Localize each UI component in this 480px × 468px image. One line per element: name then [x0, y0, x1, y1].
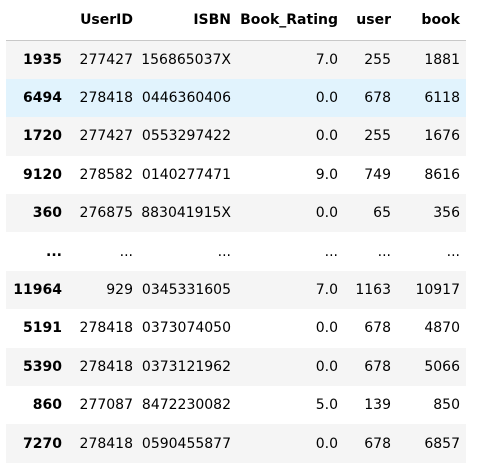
cell-userid: 276875	[79, 205, 133, 222]
cell-userid: ...	[119, 243, 133, 260]
cell-user: 255	[364, 128, 391, 145]
cell-userid: 277087	[79, 397, 133, 414]
cell-user: 678	[364, 320, 391, 337]
column-header-userid: UserID	[68, 0, 139, 41]
cell-isbn: 0140277471	[141, 166, 231, 183]
row-index: 1935	[23, 51, 62, 68]
dataframe-table: UserID ISBN Book_Rating user book 1935 27…	[6, 0, 466, 463]
row-index: 360	[32, 205, 62, 222]
table-body: 1935 277427 156865037X 7.0 255 1881 6494 278418…	[6, 40, 466, 463]
cell-book-rating: 0.0	[315, 205, 338, 222]
cell-userid: 277427	[79, 51, 133, 68]
cell-user: 139	[364, 397, 391, 414]
cell-isbn: ...	[217, 243, 231, 260]
cell-book-rating: 0.0	[315, 90, 338, 107]
row-index: ...	[46, 243, 62, 260]
cell-book-rating: 7.0	[315, 282, 338, 299]
cell-user: 749	[364, 166, 391, 183]
cell-userid: 278582	[79, 166, 133, 183]
cell-book: 850	[433, 397, 460, 414]
cell-isbn: 8472230082	[141, 397, 231, 414]
row-index: 1720	[23, 128, 62, 145]
cell-book: 6857	[424, 435, 460, 452]
cell-user: ...	[377, 243, 391, 260]
table-row: 860 277087 8472230082 5.0 139 850	[6, 386, 466, 424]
cell-book: ...	[446, 243, 460, 260]
cell-book: 6118	[424, 90, 460, 107]
table-row: 5390 278418 0373121962 0.0 678 5066	[6, 347, 466, 387]
cell-user: 678	[364, 90, 391, 107]
table-row: 1935 277427 156865037X 7.0 255 1881	[6, 40, 466, 79]
cell-book-rating: ...	[324, 243, 338, 260]
cell-book: 1676	[424, 128, 460, 145]
cell-book: 10917	[415, 282, 460, 299]
cell-book-rating: 0.0	[315, 435, 338, 452]
cell-isbn: 0373074050	[141, 320, 231, 337]
row-index: 7270	[23, 435, 62, 452]
cell-user: 255	[364, 51, 391, 68]
cell-user: 678	[364, 358, 391, 375]
column-header-book-rating: Book_Rating	[237, 0, 344, 41]
table-row: 6494 278418 0446360406 0.0 678 6118	[6, 78, 466, 118]
row-index: 860	[32, 397, 62, 414]
cell-isbn: 0553297422	[141, 128, 231, 145]
cell-userid: 277427	[79, 128, 133, 145]
cell-isbn: 156865037X	[141, 51, 231, 68]
column-header-index	[6, 0, 68, 41]
column-header-user: user	[344, 0, 397, 41]
cell-isbn: 883041915X	[141, 205, 231, 222]
column-header-book: book	[397, 0, 466, 41]
cell-book-rating: 0.0	[315, 358, 338, 375]
dataframe-output: UserID ISBN Book_Rating user book 1935 27…	[6, 0, 466, 463]
cell-user: 1163	[355, 282, 391, 299]
cell-user: 65	[373, 205, 391, 222]
table-row: 1720 277427 0553297422 0.0 255 1676	[6, 117, 466, 156]
cell-book: 5066	[424, 358, 460, 375]
row-index: 6494	[23, 90, 62, 107]
cell-isbn: 0373121962	[141, 358, 231, 375]
header-row: UserID ISBN Book_Rating user book	[6, 0, 466, 41]
row-index: 5191	[23, 320, 62, 337]
cell-book: 356	[433, 205, 460, 222]
cell-book-rating: 0.0	[315, 128, 338, 145]
table-row: 11964 929 0345331605 7.0 1163 10917	[6, 270, 466, 310]
cell-book-rating: 7.0	[315, 51, 338, 68]
table-row: 7270 278418 0590455877 0.0 678 6857	[6, 424, 466, 463]
cell-book-rating: 0.0	[315, 320, 338, 337]
table-row: 9120 278582 0140277471 9.0 749 8616	[6, 156, 466, 194]
cell-book-rating: 9.0	[315, 166, 338, 183]
cell-book: 1881	[424, 51, 460, 68]
cell-user: 678	[364, 435, 391, 452]
cell-isbn: 0345331605	[141, 282, 231, 299]
row-index: 11964	[13, 282, 62, 299]
cell-userid: 278418	[79, 358, 133, 375]
cell-isbn: 0446360406	[141, 90, 231, 107]
table-row: ..................	[6, 232, 466, 270]
table-row: 360 276875 883041915X 0.0 65 356	[6, 194, 466, 233]
table-row: 5191 278418 0373074050 0.0 678 4870	[6, 309, 466, 347]
row-index: 5390	[23, 358, 62, 375]
cell-isbn: 0590455877	[141, 435, 231, 452]
cell-userid: 278418	[79, 435, 133, 452]
column-header-isbn: ISBN	[139, 0, 237, 41]
cell-book: 8616	[424, 166, 460, 183]
cell-userid: 278418	[79, 320, 133, 337]
row-index: 9120	[23, 166, 62, 183]
cell-userid: 929	[106, 282, 133, 299]
cell-book-rating: 5.0	[315, 397, 338, 414]
cell-book: 4870	[424, 320, 460, 337]
cell-userid: 278418	[79, 90, 133, 107]
